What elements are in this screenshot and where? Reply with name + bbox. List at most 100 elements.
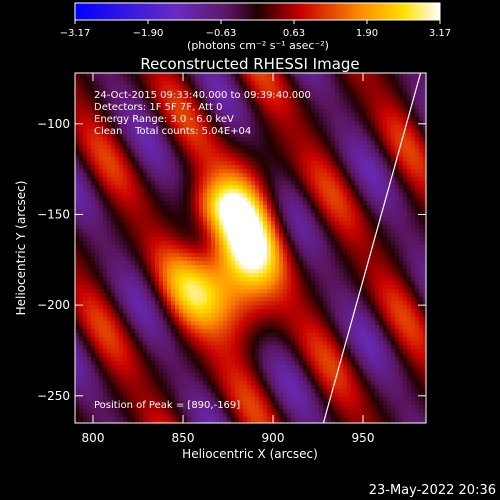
- heatmap-cell: [195, 265, 199, 269]
- heatmap-cell: [331, 225, 335, 229]
- heatmap-cell: [119, 245, 123, 249]
- heatmap-cell: [95, 229, 99, 233]
- heatmap-cell: [171, 201, 175, 205]
- heatmap-cell: [383, 125, 387, 129]
- heatmap-cell: [359, 237, 363, 241]
- heatmap-cell: [163, 81, 167, 85]
- heatmap-cell: [263, 185, 267, 189]
- heatmap-cell: [235, 189, 239, 193]
- heatmap-cell: [275, 85, 279, 89]
- heatmap-cell: [167, 157, 171, 161]
- heatmap-cell: [375, 145, 379, 149]
- heatmap-cell: [363, 285, 367, 289]
- heatmap-cell: [227, 77, 231, 81]
- heatmap-cell: [343, 101, 347, 105]
- heatmap-cell: [243, 145, 247, 149]
- heatmap-cell: [207, 113, 211, 117]
- heatmap-cell: [415, 237, 419, 241]
- heatmap-cell: [415, 117, 419, 121]
- heatmap-cell: [215, 73, 219, 77]
- heatmap-cell: [327, 121, 331, 125]
- heatmap-cell: [155, 213, 159, 217]
- heatmap-cell: [235, 277, 239, 281]
- heatmap-cell: [383, 293, 387, 297]
- heatmap-cell: [331, 185, 335, 189]
- heatmap-cell: [187, 249, 191, 253]
- heatmap-cell: [299, 221, 303, 225]
- heatmap-cell: [247, 149, 251, 153]
- heatmap-cell: [215, 153, 219, 157]
- heatmap-cell: [335, 241, 339, 245]
- heatmap-cell: [367, 161, 371, 165]
- heatmap-cell: [99, 277, 103, 281]
- heatmap-cell: [267, 289, 271, 293]
- heatmap-cell: [139, 113, 143, 117]
- heatmap-cell: [91, 121, 95, 125]
- heatmap-cell: [351, 249, 355, 253]
- heatmap-cell: [127, 253, 131, 257]
- heatmap-cell: [235, 289, 239, 293]
- heatmap-cell: [347, 77, 351, 81]
- heatmap-cell: [263, 81, 267, 85]
- heatmap-cell: [191, 209, 195, 213]
- heatmap-cell: [107, 101, 111, 105]
- heatmap-cell: [219, 249, 223, 253]
- heatmap-cell: [83, 269, 87, 273]
- heatmap-cell: [143, 289, 147, 293]
- heatmap-cell: [323, 237, 327, 241]
- heatmap-cell: [363, 73, 367, 77]
- heatmap-cell: [271, 137, 275, 141]
- heatmap-cell: [271, 241, 275, 245]
- heatmap-cell: [319, 173, 323, 177]
- heatmap-cell: [395, 217, 399, 221]
- heatmap-cell: [307, 213, 311, 217]
- heatmap-cell: [267, 125, 271, 129]
- heatmap-cell: [179, 113, 183, 117]
- heatmap-cell: [279, 81, 283, 85]
- heatmap-cell: [403, 289, 407, 293]
- heatmap-cell: [315, 93, 319, 97]
- heatmap-cell: [299, 253, 303, 257]
- heatmap-cell: [327, 213, 331, 217]
- heatmap-cell: [247, 285, 251, 289]
- heatmap-cell: [327, 281, 331, 285]
- heatmap-cell: [331, 169, 335, 173]
- heatmap-cell: [391, 149, 395, 153]
- heatmap-cell: [95, 221, 99, 225]
- heatmap-cell: [167, 245, 171, 249]
- heatmap-cell: [115, 157, 119, 161]
- heatmap-cell: [199, 265, 203, 269]
- heatmap-cell: [295, 193, 299, 197]
- heatmap-cell: [79, 189, 83, 193]
- heatmap-cell: [99, 293, 103, 297]
- heatmap-cell: [243, 245, 247, 249]
- heatmap-cell: [103, 161, 107, 165]
- heatmap-cell: [123, 121, 127, 125]
- heatmap-cell: [75, 213, 79, 217]
- heatmap-cell: [355, 141, 359, 145]
- heatmap-cell: [279, 101, 283, 105]
- heatmap-cell: [151, 249, 155, 253]
- heatmap-cell: [367, 285, 371, 289]
- heatmap-cell: [127, 189, 131, 193]
- heatmap-cell: [139, 193, 143, 197]
- heatmap-cell: [327, 249, 331, 253]
- heatmap-cell: [99, 117, 103, 121]
- heatmap-cell: [119, 177, 123, 181]
- heatmap-cell: [299, 129, 303, 133]
- heatmap-cell: [303, 237, 307, 241]
- heatmap-cell: [163, 261, 167, 265]
- heatmap-cell: [191, 153, 195, 157]
- heatmap-cell: [143, 281, 147, 285]
- heatmap-cell: [419, 257, 423, 261]
- heatmap-cell: [335, 145, 339, 149]
- heatmap-cell: [239, 205, 243, 209]
- heatmap-cell: [87, 245, 91, 249]
- heatmap-cell: [219, 289, 223, 293]
- heatmap-cell: [219, 173, 223, 177]
- heatmap-cell: [263, 153, 267, 157]
- heatmap-cell: [207, 229, 211, 233]
- heatmap-cell: [155, 261, 159, 265]
- heatmap-cell: [355, 249, 359, 253]
- heatmap-cell: [343, 121, 347, 125]
